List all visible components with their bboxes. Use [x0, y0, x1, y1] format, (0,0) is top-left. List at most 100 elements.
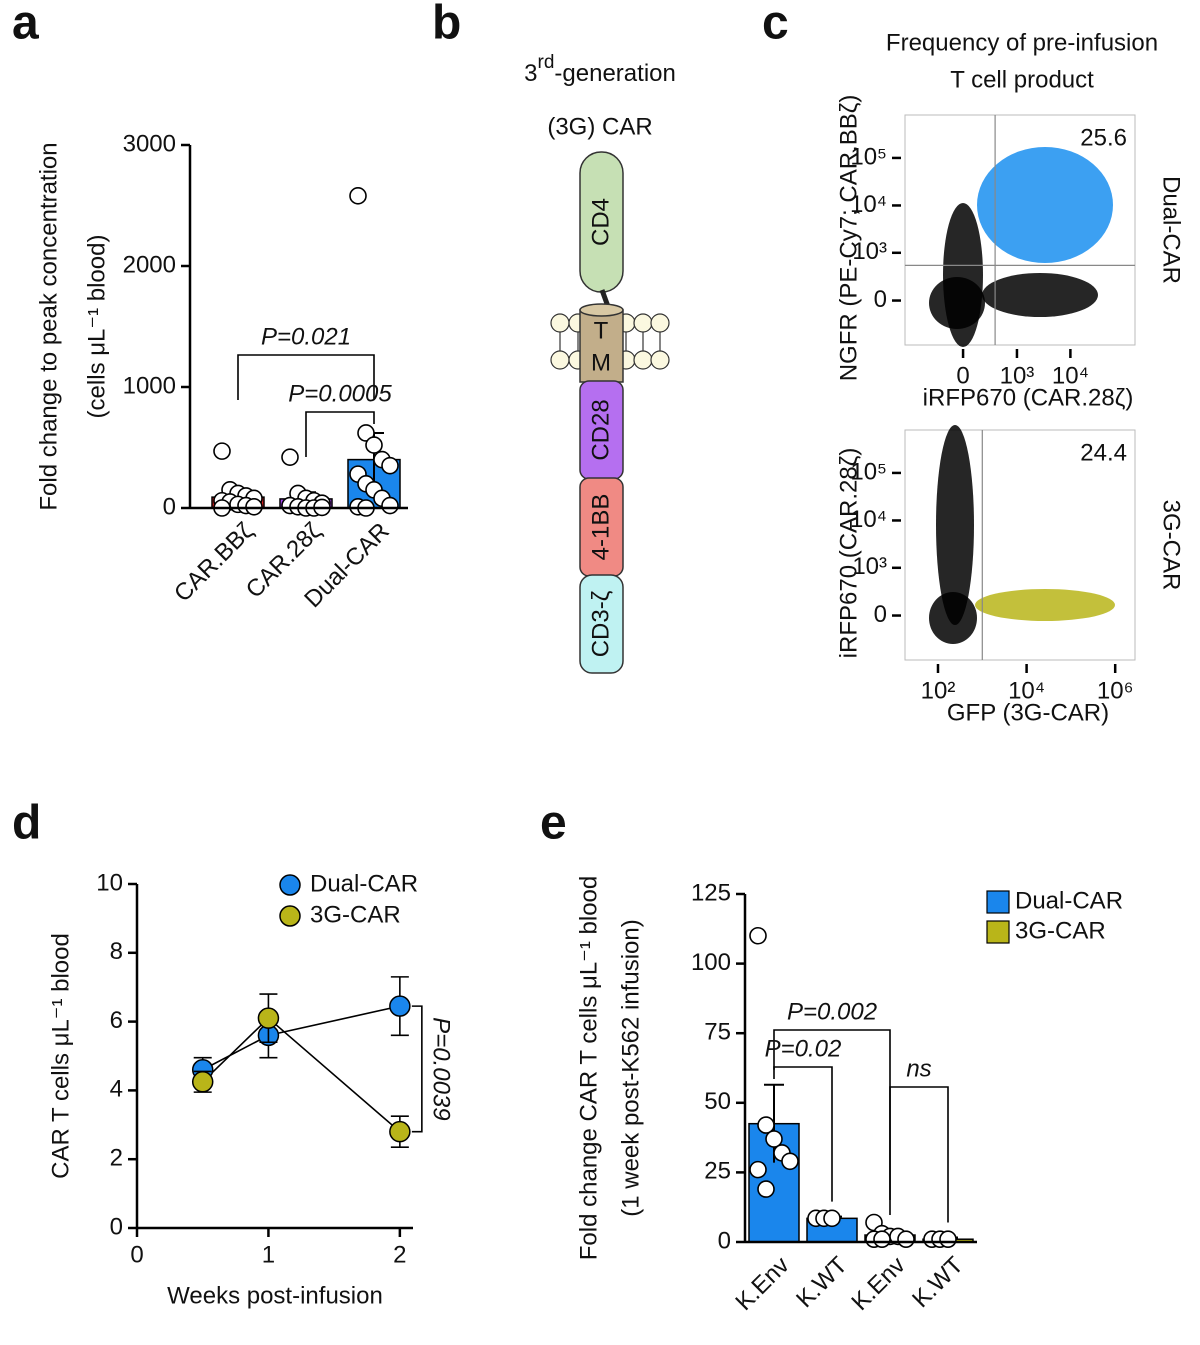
x-axis-label: GFP (3G-CAR): [947, 699, 1109, 726]
x-tick-label: 10³: [1000, 362, 1035, 389]
significance-label: P=0.002: [787, 998, 877, 1025]
y-tick-label: 75: [704, 1019, 731, 1046]
legend-label: 3G-CAR: [1015, 917, 1106, 944]
y-tick-label: 2000: [123, 251, 176, 278]
cell-population: [936, 425, 974, 625]
y-axis-label: (cells μL⁻¹ blood): [83, 235, 110, 419]
y-tick-label: 50: [704, 1088, 731, 1115]
data-point: [749, 926, 767, 945]
cell-population: [929, 277, 985, 329]
panel-letter: d: [12, 797, 41, 850]
x-axis-label: Weeks post-infusion: [167, 1282, 383, 1309]
y-tick-label: 0: [163, 493, 176, 520]
data-point: [757, 1116, 775, 1134]
domain-label: T: [594, 317, 609, 344]
data-point: [191, 1071, 214, 1093]
cell-population: [977, 147, 1113, 263]
plot-frame: [904, 114, 1136, 346]
tm-top: [579, 303, 624, 317]
domain: [579, 574, 624, 674]
legend-label: Dual-CAR: [1015, 887, 1123, 914]
plot-frame: [904, 429, 1136, 661]
data-point: [749, 1160, 767, 1179]
panel-letter: c: [762, 0, 789, 50]
x-tick-label: 10⁴: [1008, 677, 1045, 704]
y-axis-label: Fold change CAR T cells μL⁻¹ blood: [575, 876, 602, 1260]
y-tick-label: 10⁴: [850, 506, 887, 533]
significance-bracket: [411, 1005, 423, 1133]
significance-bracket: [305, 411, 375, 457]
y-tick-label: 10⁵: [850, 143, 887, 170]
panel-letter: e: [540, 797, 567, 850]
title-part: -generation: [554, 60, 675, 87]
y-tick-label: 1000: [123, 372, 176, 399]
legend-swatch: [986, 920, 1010, 944]
y-tick-label: 6: [110, 1007, 123, 1034]
data-point: [381, 496, 399, 515]
data-point: [823, 1209, 841, 1228]
cell-population: [975, 589, 1115, 621]
domain-label: CD4: [587, 198, 614, 246]
legend-swatch: [279, 905, 301, 927]
title-part: 3: [524, 60, 537, 87]
data-point: [781, 1152, 799, 1171]
data-point: [349, 187, 367, 205]
car-diagram: b 3rd-generation (3G) CAR CD4 T M CD28 4…: [432, 0, 676, 674]
y-tick-label: 0: [110, 1213, 123, 1240]
y-tick-label: 10⁵: [850, 458, 887, 485]
sample-label: 3G-CAR: [1158, 500, 1185, 591]
y-tick-label: 10³: [852, 553, 887, 580]
data-point: [939, 1230, 957, 1249]
y-tick-label: 2: [110, 1145, 123, 1172]
x-tick-label: 10⁶: [1097, 677, 1134, 704]
y-tick-label: 0: [874, 286, 887, 313]
x-tick-label: 0: [956, 362, 969, 389]
x-tick-label: 0: [130, 1241, 143, 1268]
y-axis-label: Fold change to peak concentration: [35, 142, 62, 510]
significance-label: P=0.0005: [288, 380, 392, 407]
y-tick-label: 4: [110, 1076, 123, 1103]
data-point: [257, 1007, 280, 1029]
y-axis-label: NGFR (PE-Cy7; CAR.BBζ): [835, 95, 862, 382]
domain-label: M: [591, 349, 611, 376]
diagram-title: 3rd-generation: [524, 52, 676, 87]
data-point: [213, 442, 231, 460]
domain-label: 4-1BB: [587, 494, 614, 561]
domain-label: CD3-ζ: [587, 590, 614, 657]
significance-bracket: [237, 354, 375, 400]
sample-label: Dual-CAR: [1158, 176, 1185, 284]
data-point: [873, 1230, 891, 1249]
y-tick-label: 25: [704, 1158, 731, 1185]
legend-swatch: [279, 874, 301, 896]
data-point: [281, 448, 299, 466]
title-sup: rd: [538, 52, 555, 73]
diagram-title: (3G) CAR: [547, 113, 652, 140]
y-axis-label: iRFP670 (CAR.28ζ): [835, 448, 862, 659]
y-tick-label: 0: [874, 601, 887, 628]
y-tick-label: 10: [96, 869, 123, 896]
data-point: [365, 436, 383, 454]
x-axis-label: iRFP670 (CAR.28ζ): [923, 384, 1134, 411]
significance-label: P=0.021: [261, 323, 351, 350]
legend-label: Dual-CAR: [310, 870, 418, 897]
significance-label: P=0.02: [765, 1035, 842, 1062]
quadrant-value: 24.4: [1080, 439, 1127, 466]
panel-title: T cell product: [950, 66, 1094, 93]
x-tick-label: 1: [262, 1241, 275, 1268]
data-point: [757, 1180, 775, 1198]
domain-label: CD28: [587, 399, 614, 460]
panel-title: Frequency of pre-infusion: [886, 29, 1158, 56]
x-tick-label: 2: [393, 1241, 406, 1268]
y-tick-label: 10³: [852, 238, 887, 265]
significance-label: P=0.0039: [428, 1017, 455, 1120]
y-tick-label: 3000: [123, 130, 176, 157]
y-axis-label: CAR T cells μL⁻¹ blood: [47, 933, 74, 1179]
quadrant-value: 25.6: [1080, 124, 1127, 151]
cell-population: [929, 592, 977, 644]
y-tick-label: 125: [691, 879, 731, 906]
data-point: [897, 1230, 915, 1249]
x-tick-label: 10²: [921, 677, 956, 704]
data-point: [381, 456, 399, 475]
panel-letter: a: [12, 0, 39, 50]
y-tick-label: 8: [110, 938, 123, 965]
